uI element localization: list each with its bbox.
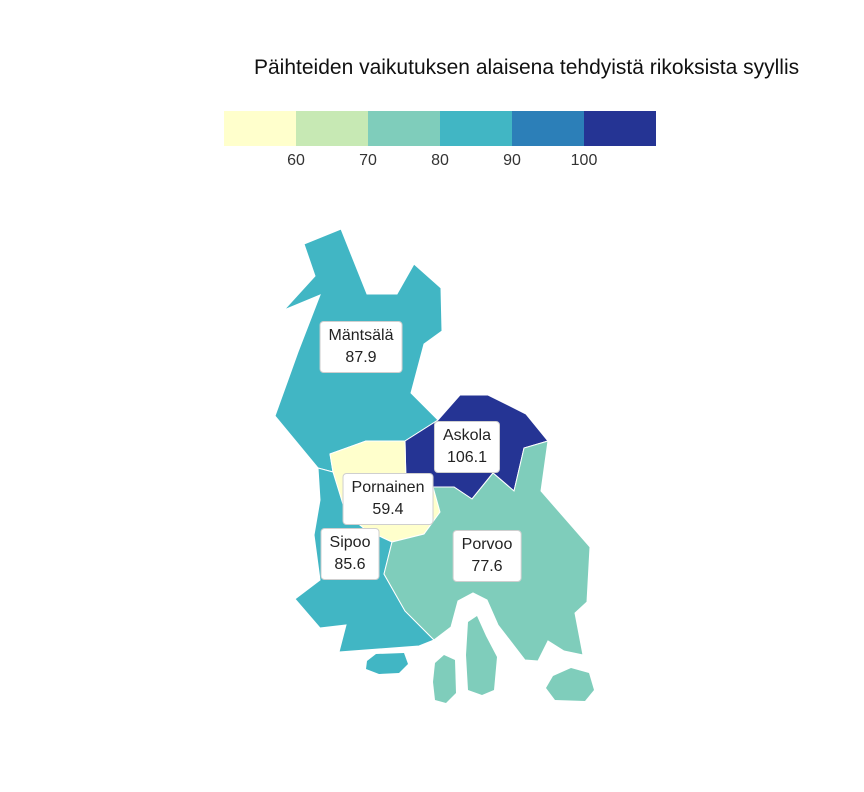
island-porvoo-central	[466, 616, 497, 695]
island-porvoo-east	[546, 668, 594, 701]
region-label-askola: Askola 106.1	[433, 421, 501, 473]
legend-tick: 90	[503, 152, 521, 169]
legend-tick: 60	[287, 152, 305, 169]
region-label-porvoo: Porvoo 77.6	[452, 530, 522, 582]
color-legend	[224, 111, 656, 146]
legend-tick: 80	[431, 152, 449, 169]
legend-swatch-3	[368, 111, 440, 146]
region-name: Askola	[442, 427, 492, 444]
legend-swatch-6	[584, 111, 656, 146]
region-name: Mäntsälä	[328, 327, 394, 344]
region-value: 85.6	[334, 556, 366, 573]
legend-tick: 100	[570, 152, 598, 169]
legend-swatch-5	[512, 111, 584, 146]
region-label-pornainen: Pornainen 59.4	[342, 473, 434, 525]
island-porvoo-west	[433, 655, 456, 703]
region-value: 106.1	[446, 449, 488, 466]
region-name: Porvoo	[461, 536, 513, 553]
region-value: 59.4	[372, 501, 404, 518]
legend-swatch-1	[224, 111, 296, 146]
map-title: Päihteiden vaikutuksen alaisena tehdyist…	[254, 56, 800, 79]
region-label-sipoo: Sipoo 85.6	[320, 528, 380, 580]
region-value: 87.9	[345, 349, 377, 366]
legend-tick-labels: 60 70 80 90 100	[0, 152, 864, 176]
legend-swatch-4	[440, 111, 512, 146]
region-label-mantsala: Mäntsälä 87.9	[319, 321, 403, 373]
legend-tick: 70	[359, 152, 377, 169]
island-sipoo	[366, 653, 408, 674]
legend-swatch-2	[296, 111, 368, 146]
region-value: 77.6	[471, 558, 503, 575]
region-name: Pornainen	[351, 479, 425, 496]
region-name: Sipoo	[329, 534, 371, 551]
